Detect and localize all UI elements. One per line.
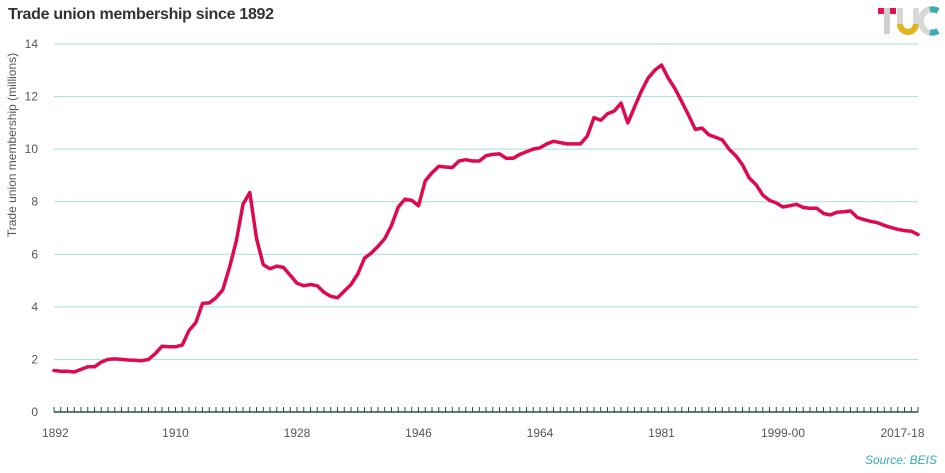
y-tick-label: 12 [25,90,39,104]
x-tick-label: 1946 [405,426,432,440]
x-tick-label: 1892 [42,426,69,440]
series-line [52,63,920,374]
x-tick-label: 1910 [162,426,189,440]
y-tick-label: 2 [31,352,38,366]
y-tick-label: 4 [31,300,38,314]
y-tick-label: 6 [31,247,38,261]
y-axis-label: Trade union membership (millions) [5,53,19,237]
y-tick-label: 0 [31,405,38,419]
y-tick-label: 10 [25,142,39,156]
source-note: Source: BEIS [864,453,937,467]
x-tick-label: 1999-00 [761,426,805,440]
y-tick-label: 14 [25,37,39,51]
chart-title: Trade union membership since 1892 [8,6,274,23]
y-tick-label: 8 [31,195,38,209]
tuc-logo [878,6,940,36]
x-tick-label: 1964 [527,426,554,440]
x-tick-label: 1981 [648,426,675,440]
x-tick-label: 2017-18 [880,426,924,440]
x-tick-label: 1928 [284,426,311,440]
